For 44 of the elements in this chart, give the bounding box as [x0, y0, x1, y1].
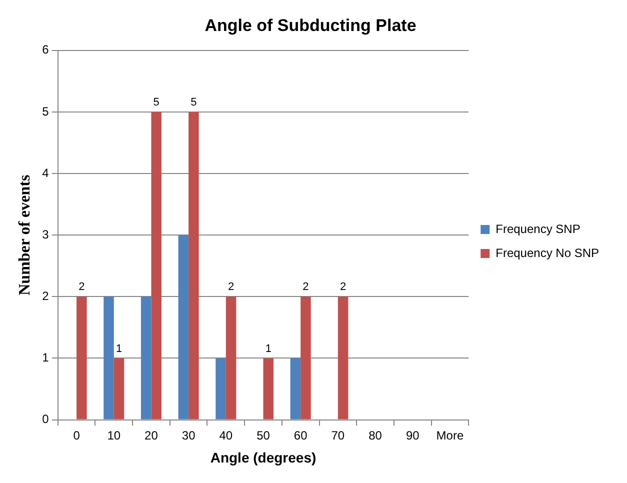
- x-tick-label: 10: [107, 428, 121, 442]
- bar: [188, 112, 199, 420]
- x-tick-label: 40: [219, 428, 233, 442]
- bar: [114, 358, 124, 420]
- y-tick-label: 1: [42, 350, 50, 365]
- y-tick-label: 6: [42, 42, 50, 57]
- x-tick-label: 30: [182, 428, 196, 442]
- x-tick-label: 20: [144, 428, 158, 442]
- data-label: 5: [190, 96, 197, 108]
- legend-label: Frequency SNP: [496, 222, 580, 236]
- bar: [140, 296, 152, 420]
- data-label: 2: [228, 281, 234, 294]
- y-axis-title: Number of events: [16, 174, 34, 296]
- data-label: 2: [302, 281, 309, 294]
- x-tick-label: 90: [406, 428, 420, 442]
- x-tick-label: 60: [294, 428, 308, 442]
- x-tick-label: 80: [368, 428, 382, 442]
- x-axis-title: Angle (degrees): [210, 449, 316, 466]
- data-label: 2: [78, 281, 85, 294]
- x-tick-label: 50: [256, 428, 270, 442]
- bar: [104, 296, 114, 420]
- bar: [338, 296, 348, 420]
- y-tick-label: 3: [42, 227, 50, 242]
- bar: [300, 296, 311, 420]
- x-tick-label: 0: [73, 428, 80, 442]
- bar: [178, 235, 189, 420]
- y-tick-label: 5: [42, 104, 50, 118]
- bar: [290, 358, 301, 420]
- bar: [263, 358, 274, 420]
- legend-label: Frequency No SNP: [496, 246, 600, 260]
- y-tick-label: 0: [42, 412, 50, 426]
- chart-title: Angle of Subducting Plate: [204, 16, 416, 35]
- bar: [216, 358, 226, 420]
- bar: [151, 112, 162, 420]
- data-label: 5: [153, 96, 160, 108]
- bar: [226, 296, 236, 420]
- y-tick-label: 2: [42, 288, 50, 303]
- data-label: 1: [265, 342, 272, 355]
- data-label: 2: [340, 281, 346, 294]
- x-tick-label: 70: [331, 428, 345, 442]
- bar: [76, 296, 87, 420]
- x-tick-label: More: [436, 428, 464, 442]
- data-label: 1: [116, 342, 122, 355]
- y-tick-label: 4: [42, 166, 50, 180]
